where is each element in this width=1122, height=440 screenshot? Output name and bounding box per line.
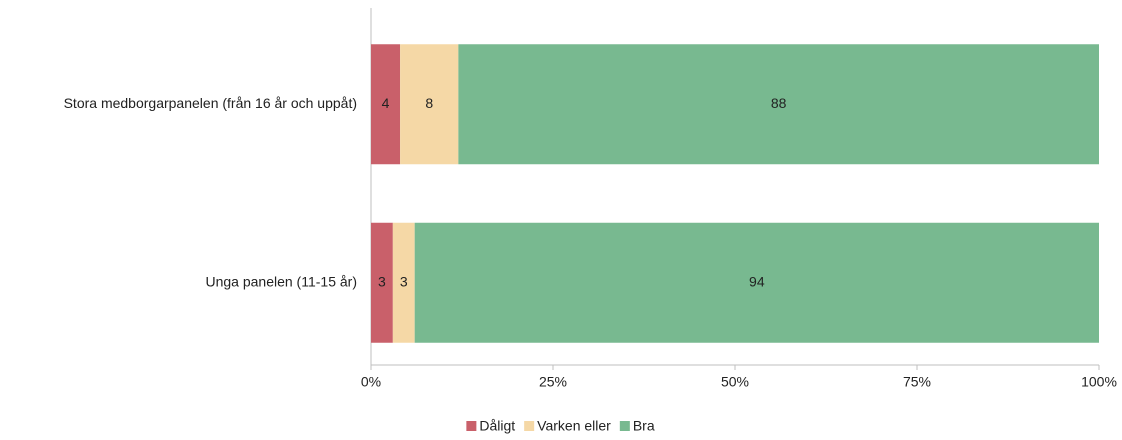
data-label: 88 xyxy=(771,95,787,111)
legend-swatch xyxy=(524,421,535,431)
legend-swatch xyxy=(466,421,477,431)
x-tick-label: 50% xyxy=(721,374,749,390)
data-label: 3 xyxy=(378,273,386,289)
data-label: 8 xyxy=(425,95,433,111)
bar-segment xyxy=(414,222,1099,343)
data-label: 94 xyxy=(749,273,765,289)
x-tick-label: 25% xyxy=(539,374,567,390)
legend-label: Bra xyxy=(633,418,655,434)
bar-segment xyxy=(371,222,393,343)
y-tick-label: Unga panelen (11-15 år) xyxy=(205,273,357,289)
x-tick-label: 75% xyxy=(903,374,931,390)
bar-segment xyxy=(458,44,1099,165)
bar-segment xyxy=(400,44,459,165)
x-tick-label: 100% xyxy=(1081,374,1117,390)
y-tick-label: Stora medborgarpanelen (från 16 år och u… xyxy=(64,95,357,111)
legend-label: Varken eller xyxy=(537,418,611,434)
bar-segment xyxy=(371,44,401,165)
data-label: 3 xyxy=(400,273,408,289)
bar-segment xyxy=(392,222,415,343)
data-label: 4 xyxy=(382,95,390,111)
legend-swatch xyxy=(619,421,630,431)
legend-label: Dåligt xyxy=(479,418,515,434)
x-tick-label: 0% xyxy=(361,374,381,390)
